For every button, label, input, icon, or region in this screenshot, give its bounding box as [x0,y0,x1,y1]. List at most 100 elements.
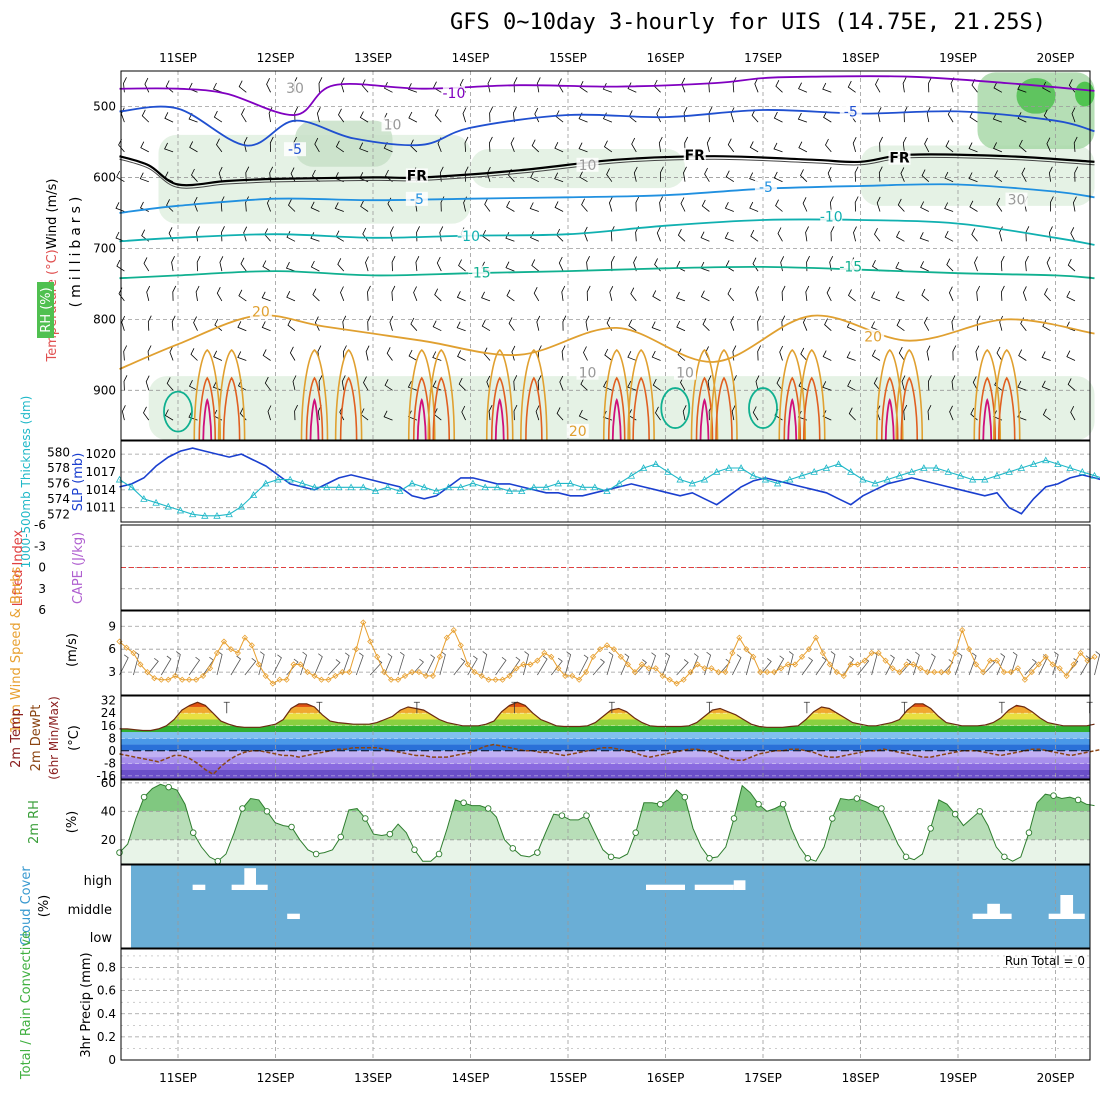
wind-speed-marker [123,644,130,651]
rh-marker [558,812,566,819]
wind10m-axis-label: 10m Wind Speed & Barbs [9,567,24,734]
temp-color-band [121,750,1090,758]
contour-label-bg [405,168,428,183]
thickness-marker [298,479,306,487]
wind-barb [554,201,564,212]
rh-marker [927,825,934,832]
rh-marker [804,855,811,862]
surface-wind-barb [188,656,201,676]
wind-barb [335,140,345,153]
thickness-marker [188,510,197,518]
wind-barb [391,255,396,272]
wind-speed-marker [638,661,645,668]
wind-barb [115,202,125,212]
wind-speed-marker [833,669,840,676]
wind-barb [631,137,637,153]
wind-speed-marker [179,676,186,683]
wind-barb [708,77,713,93]
surface-wind-barb [885,654,895,676]
wind-barb [725,170,735,183]
panel-frame-rh [120,779,1091,865]
wind-barb [462,107,467,123]
lifted-index-tick-label: 6 [38,603,46,617]
wind-barb [238,289,247,302]
wind-barb [878,166,883,182]
wind-barb [292,375,297,391]
wind-tick-label: 3 [108,665,116,679]
thickness-marker [1029,460,1038,468]
surface-wind-barb [954,652,963,676]
isotherm--10 [119,75,1095,116]
wind-barb [926,107,931,123]
date-label-top: 16SEP [647,51,685,65]
wind-speed-marker [283,676,290,683]
warm-contour [193,348,222,441]
wind-barb [1000,255,1005,272]
wind-speed-marker [513,665,520,672]
wind-barb [145,375,150,391]
thickness-marker [249,491,258,498]
rh-marker [312,850,320,858]
wind-barb [237,351,247,361]
temp-unit-label: (°C) [67,725,82,751]
wind-barb [1046,256,1051,272]
wind-barb [775,199,783,212]
wind-barb [920,261,929,272]
wind-barb [992,112,1003,123]
wind-speed-marker [722,669,729,676]
wind-barb [586,285,591,301]
surface-wind-barb [564,651,572,676]
thickness-marker [505,487,514,495]
wind-speed-marker [729,649,736,657]
wind-barb [310,232,320,242]
cloud-label: Cloud Cover [19,866,34,946]
thickness-marker [140,495,148,502]
slp-line [119,447,1100,515]
wind-barb [481,319,491,332]
wind-barb [755,375,760,391]
wind-speed-marker [492,676,499,683]
contour-label: 10 [384,117,402,133]
wind-barb [266,78,271,93]
wind-barb [556,407,564,421]
wind-barb [682,405,687,421]
wind-barb [121,405,126,421]
warm-contour [305,376,324,441]
wind-barb [1067,378,1076,391]
wind-barb [1042,81,1051,93]
wind-barb [830,226,835,242]
wind-barb [1049,196,1054,212]
wind-speed-marker [896,669,903,676]
minmax-axis-label: (6hr Min/Max) [47,696,61,780]
wind-speed-marker [590,653,597,660]
wind-barb [752,406,759,421]
wind-barb [439,166,444,182]
rh2m-axis-label: 2m RH [27,800,42,844]
thickness-marker [323,483,331,491]
contour-label-bg [442,86,465,101]
temp-color-band [121,763,1090,770]
surface-wind-barb [411,658,424,676]
surface-wind-barb [550,657,563,676]
wind-barb [212,381,223,391]
wind-speed-marker [276,676,283,683]
date-label-top: 15SEP [549,51,587,65]
wind-barb [216,287,223,302]
wind-barb [1072,196,1077,212]
wind-barb [968,142,978,153]
thickness-marker [627,471,636,479]
wind10-label: 10m Wind Speed & Barbs [9,567,24,734]
wind-barb [341,375,346,391]
wind-barb [627,82,637,93]
wind-speed-marker [332,672,339,679]
pressure-tick-label: 600 [93,170,116,184]
wind-barb [169,345,174,361]
wind-barb [854,166,859,182]
warm-contour [802,376,821,441]
surface-wind-barb [913,651,920,676]
wind-barb [751,109,759,123]
temp-axis-label: 2m Temp [9,708,24,768]
slp-left-labels: 1000-500mb Thickness (dm) [19,396,33,569]
rh-marker [337,833,344,841]
wind-barb [456,291,466,302]
